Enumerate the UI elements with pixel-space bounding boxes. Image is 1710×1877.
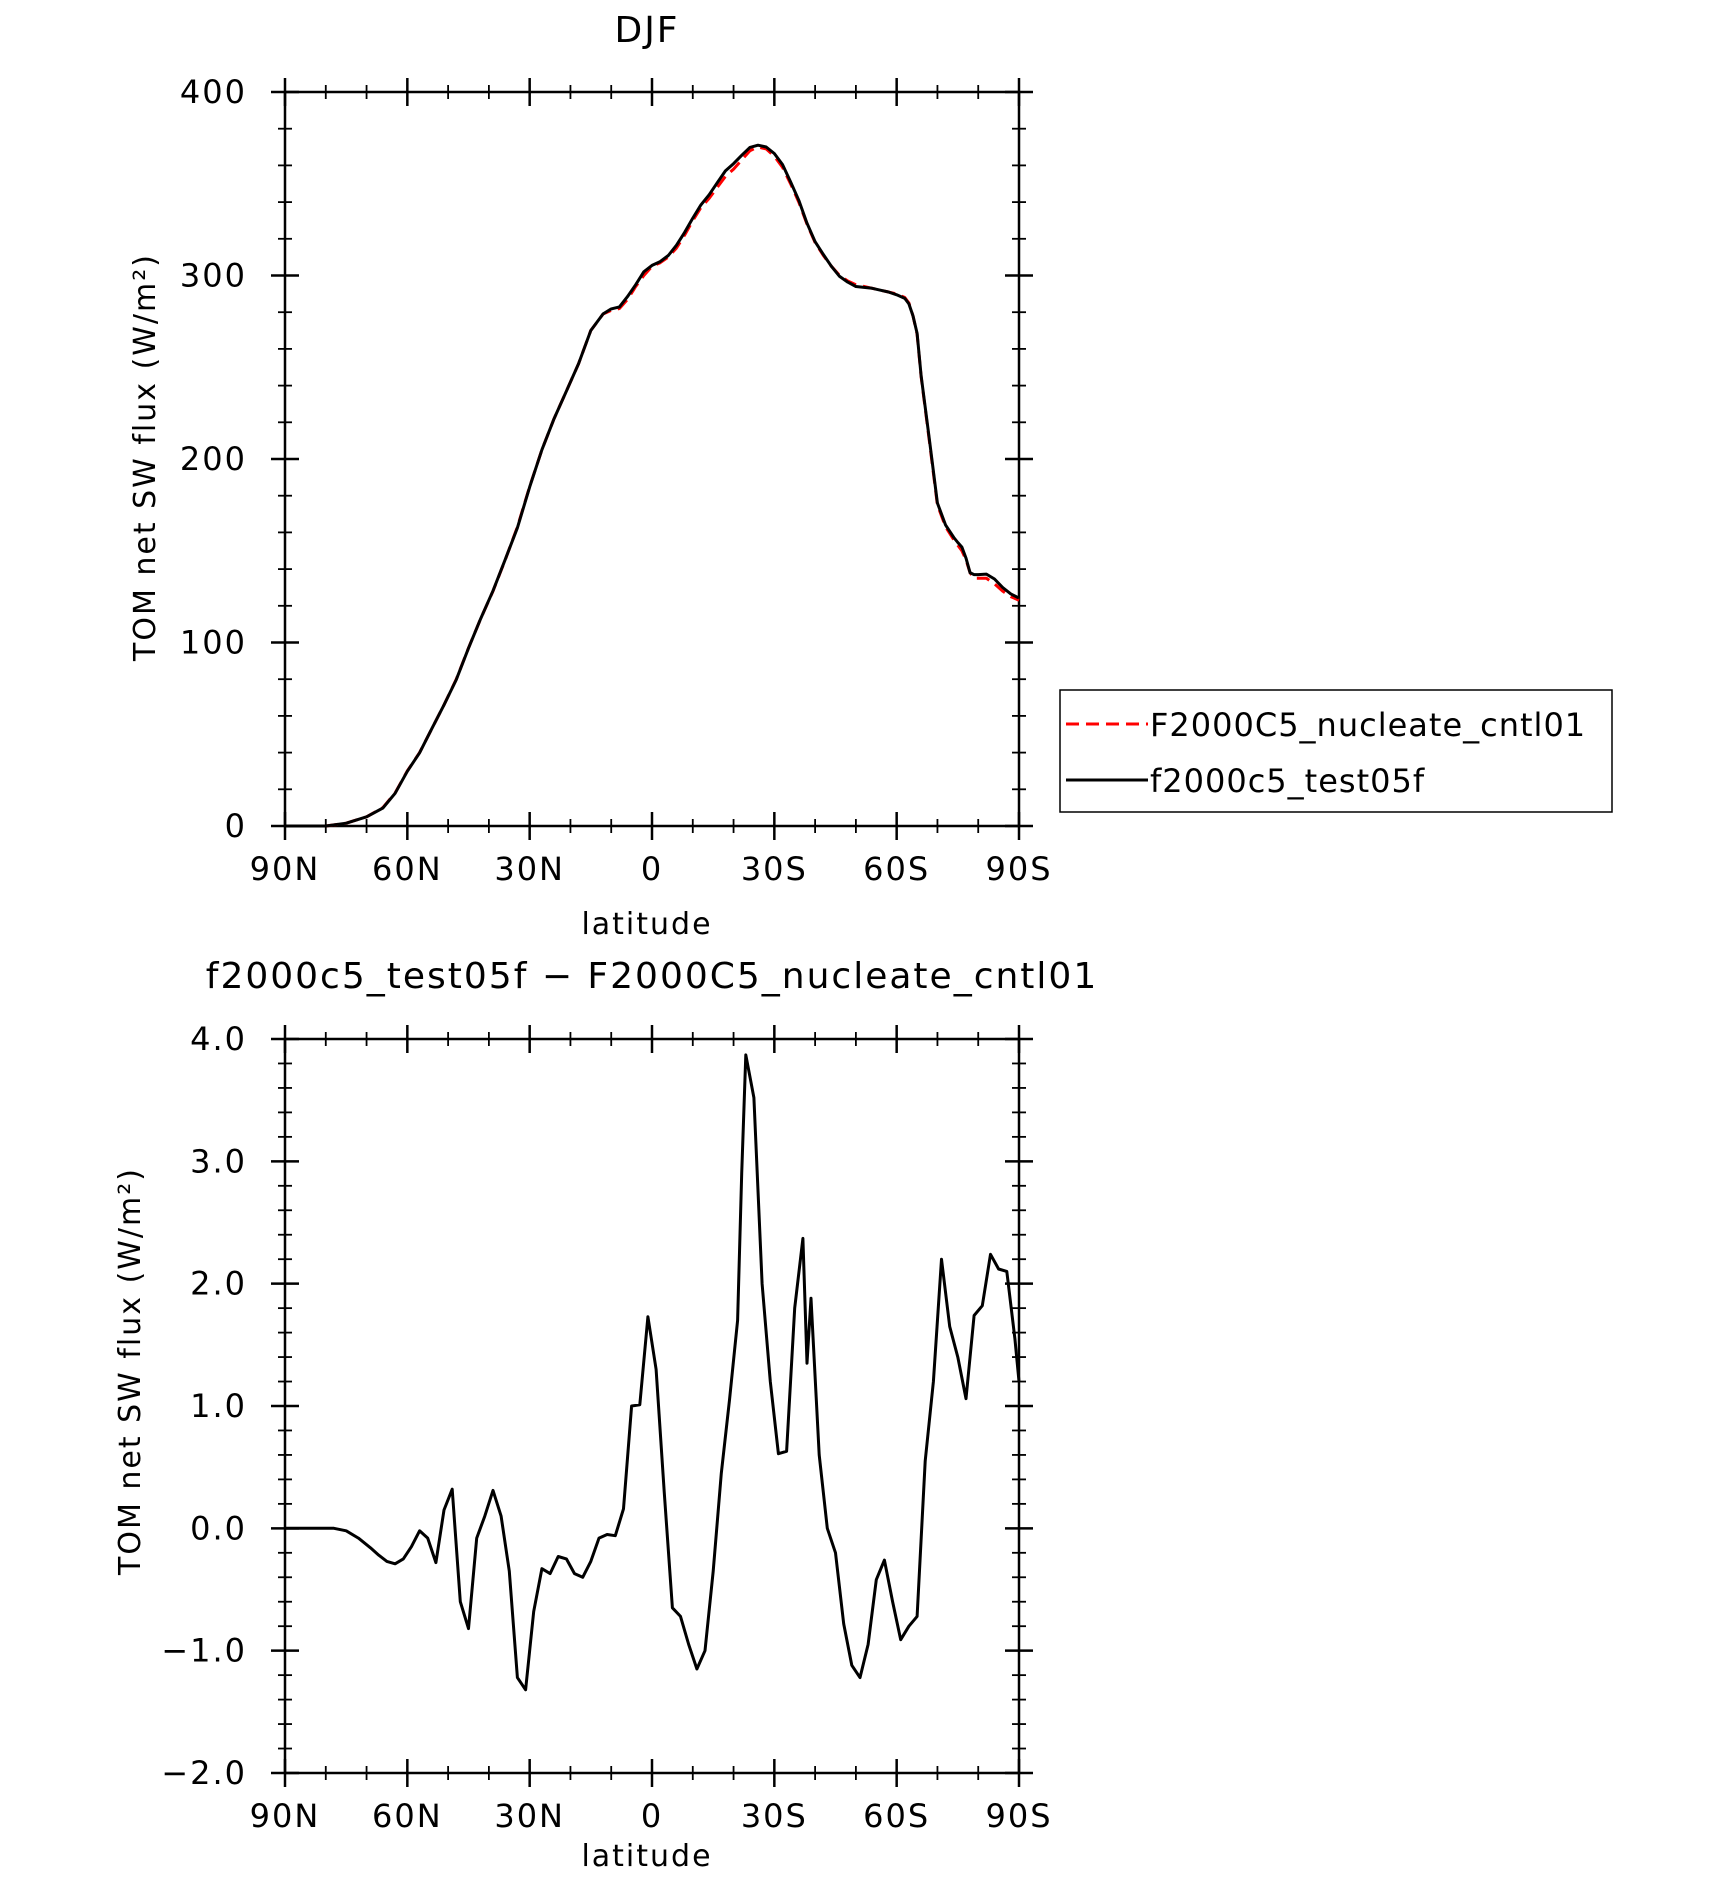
top-ticks xyxy=(271,78,1033,840)
legend-label-test05f: f2000c5_test05f xyxy=(1150,762,1425,800)
bottom-tick-labels: 90N 60N 30N 0 30S 60S 90S −2.0 −1.0 0.0 1.0 2.0 3.0 4… xyxy=(161,1020,1052,1835)
top-y-tick-label: 0 xyxy=(225,807,247,845)
bottom-panel: f2000c5_test05f − F2000C5_nucleate_cntl0… xyxy=(113,956,1098,1874)
top-x-tick-label: 90N xyxy=(250,850,321,888)
bottom-y-tick-label: −2.0 xyxy=(161,1754,247,1792)
top-x-tick-label: 30N xyxy=(494,850,565,888)
legend-box xyxy=(1059,689,1613,813)
bottom-y-tick-label: 3.0 xyxy=(190,1142,247,1180)
top-tick-labels: 90N 60N 30N 0 30S 60S 90S 0 100 200 300 400 xyxy=(180,73,1052,888)
bottom-x-tick-label: 60S xyxy=(863,1797,930,1835)
bottom-x-tick-label: 30N xyxy=(494,1797,565,1835)
bottom-x-tick-label: 60N xyxy=(372,1797,443,1835)
top-x-tick-label: 0 xyxy=(641,850,663,888)
bottom-y-tick-label: 0.0 xyxy=(190,1509,247,1547)
bottom-y-tick-label: 2.0 xyxy=(190,1265,247,1303)
top-y-tick-label: 200 xyxy=(180,440,247,478)
bottom-y-tick-label: 4.0 xyxy=(190,1020,247,1058)
legend-label-cntl01: F2000C5_nucleate_cntl01 xyxy=(1150,706,1586,744)
top-y-tick-label: 300 xyxy=(180,257,247,295)
top-series-line-2 xyxy=(285,143,1020,828)
top-y-tick-label: 100 xyxy=(180,624,247,662)
bottom-y-tick-label: 1.0 xyxy=(190,1387,247,1425)
bottom-x-tick-label: 30S xyxy=(741,1797,808,1835)
bottom-x-tick-label: 90S xyxy=(985,1797,1052,1835)
top-x-axis-title: latitude xyxy=(581,907,712,942)
bottom-x-axis-title: latitude xyxy=(581,1839,712,1874)
bottom-y-axis-title: TOM net SW flux (W/m²) xyxy=(113,1167,148,1576)
top-y-tick-label: 400 xyxy=(180,73,247,111)
top-x-tick-label: 30S xyxy=(741,850,808,888)
legend: F2000C5_nucleate_cntl01 f2000c5_test05f xyxy=(1059,689,1613,813)
bottom-x-tick-label: 0 xyxy=(641,1797,663,1835)
top-panel: DJF 90N 60N 30N 0 30S 60S 90S 0 100 200 300 400 lat… xyxy=(128,10,1052,942)
bottom-x-tick-label: 90N xyxy=(250,1797,321,1835)
top-y-axis-title: TOM net SW flux (W/m²) xyxy=(128,253,163,662)
bottom-y-tick-label: −1.0 xyxy=(161,1632,247,1670)
top-plot-title: DJF xyxy=(614,10,679,51)
bottom-ticks xyxy=(271,1025,1033,1787)
bottom-series-line-1 xyxy=(285,1053,1021,1692)
top-x-tick-label: 60S xyxy=(863,850,930,888)
top-x-tick-label: 90S xyxy=(985,850,1052,888)
bottom-plot-title: f2000c5_test05f − F2000C5_nucleate_cntl0… xyxy=(206,956,1098,997)
top-x-tick-label: 60N xyxy=(372,850,443,888)
